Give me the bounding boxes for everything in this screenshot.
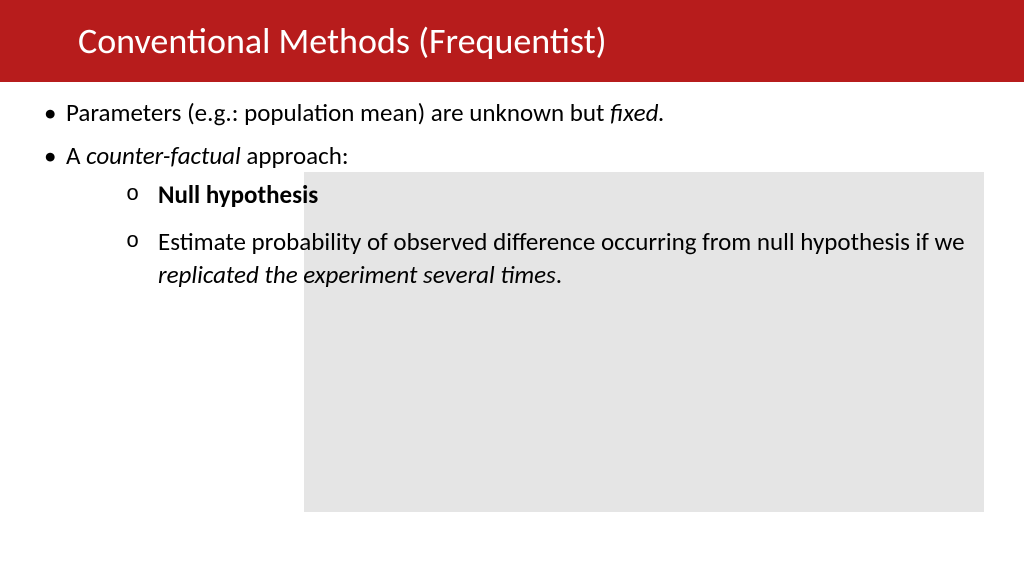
slide-title: Conventional Methods (Frequentist): [78, 19, 607, 63]
bullet-list-level1: Parameters (e.g.: population mean) are u…: [40, 96, 984, 291]
text: Estimate probability of observed differe…: [158, 226, 965, 257]
text: Parameters (e.g.: population mean) are u…: [66, 97, 610, 128]
text-italic: fixed.: [610, 97, 665, 128]
text: A: [66, 140, 86, 171]
text: .: [556, 259, 562, 290]
bullet-item: A counter-factual approach: Null hypothe…: [40, 139, 984, 291]
sub-bullet-item: Null hypothesis: [122, 178, 984, 211]
bullet-list-level2: Null hypothesis Estimate probability of …: [66, 172, 984, 291]
title-bar: Conventional Methods (Frequentist): [0, 0, 1024, 82]
sub-bullet-item: Estimate probability of observed differe…: [122, 225, 984, 291]
slide-body: Parameters (e.g.: population mean) are u…: [0, 82, 1024, 291]
text-italic: replicated the experiment several times: [158, 259, 556, 290]
text-bold: Null hypothesis: [158, 179, 318, 210]
bullet-item: Parameters (e.g.: population mean) are u…: [40, 96, 984, 129]
slide: Conventional Methods (Frequentist) Param…: [0, 0, 1024, 576]
text-italic: counter-factual: [86, 140, 241, 171]
text: approach:: [241, 140, 349, 171]
